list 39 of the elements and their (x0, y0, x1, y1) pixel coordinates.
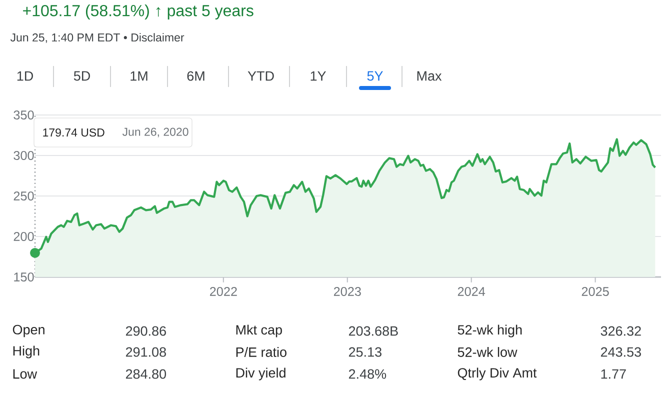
text: P/E ratio (236, 347, 286, 357)
text: Mkt cap (236, 324, 282, 338)
text: 52-wk low (458, 347, 518, 357)
x-tick-label: 2024 (458, 287, 486, 296)
y-tick-label: 350 (14, 110, 34, 120)
text: 1.77 (601, 369, 626, 379)
x-tick-label: 2025 (582, 287, 609, 296)
text: 52-wk high (458, 324, 522, 338)
x-tick-label: 2023 (334, 287, 361, 296)
text: High (13, 346, 40, 358)
text: 5D (74, 71, 90, 81)
text: 284.80 (126, 369, 166, 379)
annotation: Jun 26, 2020 (122, 128, 188, 138)
text: Qtrly Div Amt (458, 368, 537, 380)
y-tick-label: 300 (14, 151, 34, 160)
chart-title: +105.17 (58.51%) ↑ past 5 years (23, 4, 254, 20)
text: 1Y (310, 71, 326, 81)
text: 203.68B (348, 326, 398, 336)
text: 1D (17, 71, 33, 81)
text: 25.13 (348, 347, 382, 357)
annotation: 179.74 USD (43, 128, 104, 137)
text: 291.08 (126, 347, 166, 357)
text: 243.53 (600, 347, 641, 357)
text: YTD (248, 71, 274, 81)
text: Low (13, 369, 38, 379)
text: 290.86 (126, 326, 166, 336)
text: 326.32 (600, 326, 641, 336)
text: 5Y (367, 71, 383, 81)
chart-subtitle: Jun 25, 1:40 PM EDT • Disclaimer (10, 33, 184, 43)
x-tick-label: 2022 (210, 287, 237, 296)
y-tick-label: 200 (14, 232, 34, 241)
text: 2.48% (348, 369, 386, 379)
y-tick-label: 250 (14, 192, 34, 200)
text: 1M (130, 71, 148, 81)
text: Div yield (236, 368, 286, 380)
text: Open (12, 324, 44, 338)
text: Max (417, 71, 442, 81)
text: 6M (187, 71, 204, 81)
y-tick-label: 150 (14, 272, 34, 282)
